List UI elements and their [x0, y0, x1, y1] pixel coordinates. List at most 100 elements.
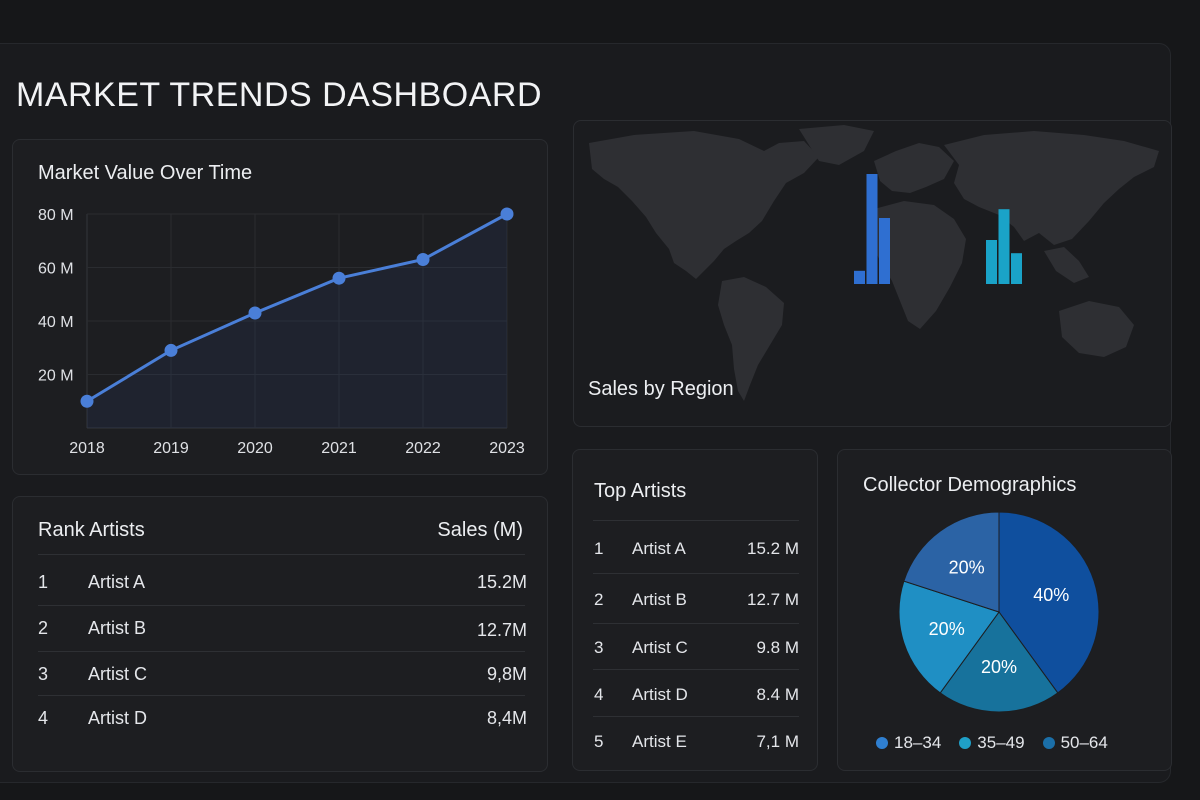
- sales-by-region-title: Sales by Region: [588, 378, 734, 400]
- sales-cell: 8,4M: [486, 708, 527, 728]
- top-artists-card: Top Artists 1 Artist A 15.2 M 2 Artist B…: [572, 449, 818, 771]
- region-bar: [1011, 253, 1022, 284]
- x-tick-label: 2020: [237, 440, 273, 457]
- y-tick-label: 60 M: [38, 261, 74, 278]
- data-point: [332, 271, 346, 285]
- rank-cell: 3: [594, 638, 604, 657]
- map-asia: [944, 131, 1159, 245]
- rank-cell: 5: [594, 732, 604, 751]
- legend-label: 50–64: [1060, 733, 1108, 752]
- y-tick-label: 40 M: [38, 314, 74, 331]
- pie-legend: 18–34 35–49 50–64: [876, 733, 1108, 753]
- sales-cell: 15.2 M: [747, 539, 799, 558]
- sales-cell: 15.2M: [476, 572, 527, 592]
- region-bar-chart: [854, 174, 1022, 284]
- map-greenland: [799, 125, 874, 165]
- legend-label: 18–34: [894, 733, 942, 752]
- row-divider: [593, 520, 799, 521]
- rank-cell: 4: [594, 685, 604, 704]
- sales-cell: 9,8M: [486, 664, 527, 684]
- pie-label: 20%: [981, 657, 1017, 677]
- rank-cell: 1: [594, 539, 604, 558]
- pie-label: 20%: [929, 619, 965, 639]
- sales-header: Sales (M): [437, 519, 523, 541]
- row-divider: [593, 623, 799, 624]
- x-tick-label: 2021: [321, 440, 357, 457]
- top-artists-title: Top Artists: [594, 480, 687, 502]
- sales-cell: 9.8 M: [756, 638, 799, 657]
- pie-label: 20%: [949, 558, 985, 578]
- sales-cell: 12.7 M: [747, 590, 799, 609]
- market-value-title: Market Value Over Time: [38, 162, 253, 184]
- pie-slice: [903, 511, 1000, 613]
- legend-dot-icon: [876, 737, 888, 749]
- artist-cell: Artist E: [632, 732, 687, 751]
- artist-cell: Artist C: [88, 664, 148, 684]
- map-southeast-asia: [1044, 247, 1089, 283]
- row-divider: [593, 716, 799, 717]
- series-line: [86, 212, 508, 403]
- demographics-pie-chart: 40% 20% 20% 20%: [898, 511, 1100, 713]
- map-south-america: [718, 277, 784, 401]
- sales-cell: 8.4 M: [756, 685, 799, 704]
- legend-item: 35–49: [959, 733, 1025, 753]
- y-tick-label: 80 M: [38, 207, 74, 224]
- data-point: [416, 252, 430, 266]
- region-bar: [998, 209, 1010, 284]
- line-area: [87, 214, 507, 428]
- legend-item: 18–34: [876, 733, 941, 753]
- artist-cell: Artist B: [88, 618, 147, 638]
- rank-cell: 2: [38, 618, 49, 638]
- x-tick-label: 2018: [69, 440, 105, 457]
- data-point: [164, 343, 178, 357]
- region-bar: [854, 270, 865, 284]
- data-point: [500, 207, 514, 221]
- region-bar: [986, 240, 997, 284]
- row-divider: [38, 605, 525, 606]
- pie-slice: [898, 580, 1000, 694]
- pie-slice: [939, 611, 1059, 713]
- world-map: [589, 125, 1159, 401]
- row-divider: [38, 695, 525, 696]
- row-divider: [593, 573, 799, 574]
- rank-cell: 2: [594, 590, 604, 609]
- pie-slice: [998, 511, 1100, 694]
- row-divider: [593, 669, 799, 670]
- rank-cell: 4: [38, 708, 49, 728]
- region-bar: [866, 174, 878, 284]
- x-tick-label: 2019: [153, 440, 189, 457]
- map-europe: [874, 143, 954, 193]
- rank-artists-card: Rank Artists Sales (M) 1 Artist A 15.2M …: [12, 496, 548, 772]
- data-point: [248, 306, 262, 320]
- x-tick-label: 2023: [489, 440, 525, 457]
- rank-cell: 1: [38, 572, 49, 592]
- rank-artists-header: Rank Artists: [38, 519, 145, 541]
- page-title: MARKET TRENDS DASHBOARD: [16, 76, 542, 114]
- collector-demographics-card: Collector Demographics 40% 20% 20% 20% 18–3…: [837, 449, 1172, 771]
- artist-cell: Artist C: [632, 638, 688, 657]
- pie-label: 40%: [1033, 585, 1069, 605]
- sales-cell: 7,1 M: [756, 732, 799, 751]
- artist-cell: Artist A: [88, 572, 146, 592]
- region-bar: [879, 218, 890, 284]
- artist-cell: Artist D: [88, 708, 148, 728]
- legend-label: 35–49: [977, 733, 1025, 752]
- collector-demographics-title: Collector Demographics: [863, 474, 1077, 496]
- legend-dot-icon: [1042, 737, 1055, 749]
- data-point: [80, 394, 94, 408]
- x-tick-label: 2022: [405, 440, 441, 457]
- rank-cell: 3: [38, 664, 49, 684]
- artist-cell: Artist A: [632, 539, 686, 558]
- legend-item: 50–64: [1042, 733, 1108, 753]
- row-divider: [38, 554, 525, 555]
- market-value-chart: 20 M 40 M 60 M 80 M 2018 2019 2020 2021 2022 2023: [38, 207, 525, 457]
- artist-cell: Artist B: [632, 590, 687, 609]
- y-tick-label: 20 M: [38, 368, 74, 385]
- map-north-america: [589, 131, 819, 279]
- row-divider: [38, 651, 525, 652]
- artist-cell: Artist D: [632, 685, 688, 704]
- map-australia: [1059, 301, 1134, 357]
- map-africa: [868, 201, 966, 329]
- sales-by-region-card: Sales by Region: [573, 120, 1172, 427]
